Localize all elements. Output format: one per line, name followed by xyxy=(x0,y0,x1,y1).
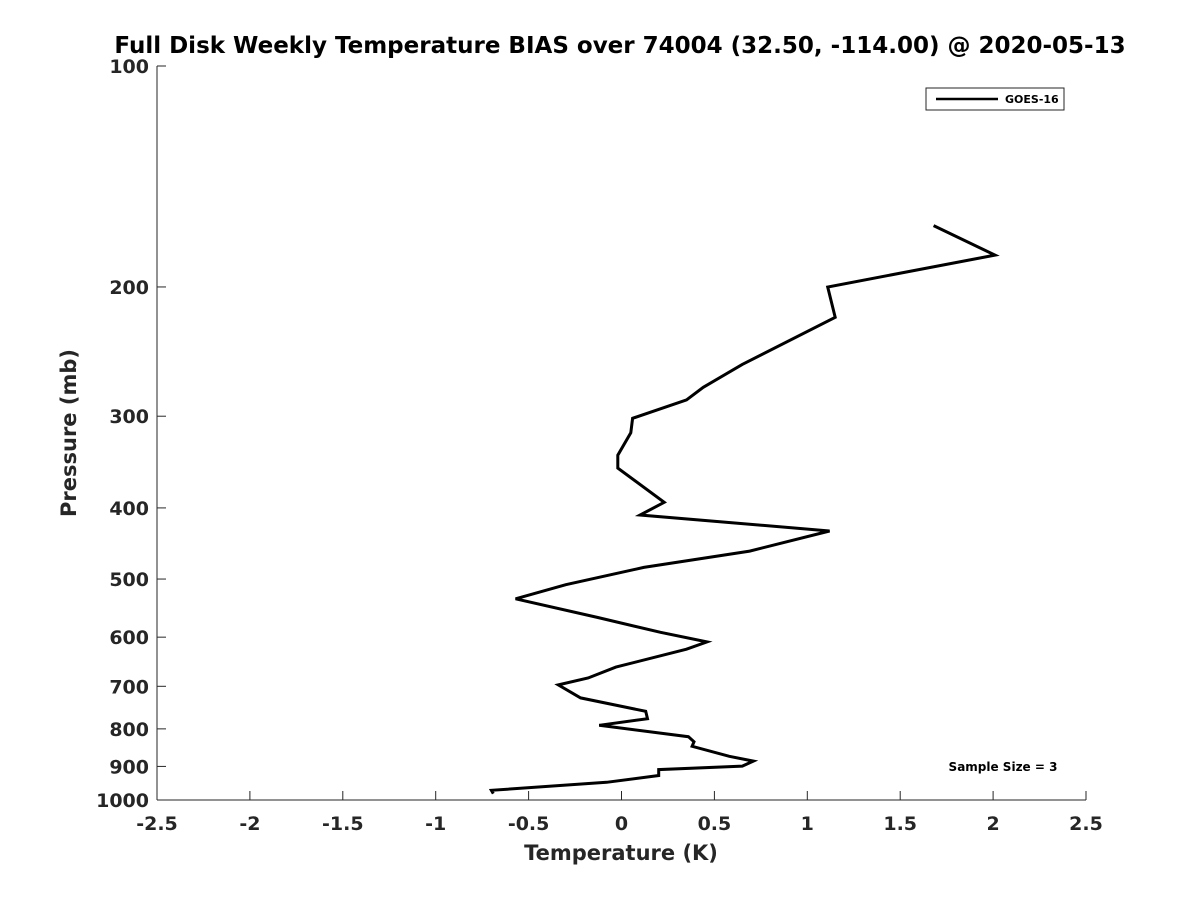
legend: GOES-16 xyxy=(925,87,1065,111)
y-tick-label: 900 xyxy=(109,756,149,778)
x-tick-label: 0 xyxy=(615,813,628,835)
x-tick-label: -0.5 xyxy=(508,813,550,835)
plot-axes xyxy=(156,66,1086,801)
x-tick-label: -2.5 xyxy=(136,813,178,835)
x-tick-label: 1.5 xyxy=(883,813,917,835)
x-axis-label: Temperature (K) xyxy=(524,841,718,865)
y-tick-label: 300 xyxy=(109,406,149,428)
x-tick-label: 2 xyxy=(986,813,999,835)
y-axis-label: Pressure (mb) xyxy=(57,349,81,517)
series-line-goes-16 xyxy=(488,224,1000,795)
y-tick-label: 1000 xyxy=(96,790,149,812)
y-tick-label: 100 xyxy=(109,56,149,78)
x-tick-label: -2 xyxy=(239,813,260,835)
chart-title: Full Disk Weekly Temperature BIAS over 7… xyxy=(114,33,1125,59)
y-ticks: 100 200 300 400 500 600 700 800 900 1000 xyxy=(96,56,166,812)
y-tick-label: 200 xyxy=(109,277,149,299)
y-tick-label: 700 xyxy=(109,676,149,698)
x-tick-label: -1.5 xyxy=(322,813,364,835)
y-tick-label: 500 xyxy=(109,569,149,591)
legend-entry-goes-16: GOES-16 xyxy=(1005,93,1059,106)
y-tick-label: 400 xyxy=(109,498,149,520)
x-tick-label: 0.5 xyxy=(698,813,732,835)
x-tick-label: 2.5 xyxy=(1069,813,1103,835)
x-ticks: -2.5 -2 -1.5 -1 -0.5 0 0.5 1 1.5 2 2.5 xyxy=(136,791,1103,835)
x-tick-label: 1 xyxy=(801,813,814,835)
sample-size-annotation: Sample Size = 3 xyxy=(949,760,1058,774)
y-tick-label: 800 xyxy=(109,719,149,741)
y-tick-label: 600 xyxy=(109,627,149,649)
series-layer xyxy=(488,224,1000,795)
x-tick-label: -1 xyxy=(425,813,446,835)
